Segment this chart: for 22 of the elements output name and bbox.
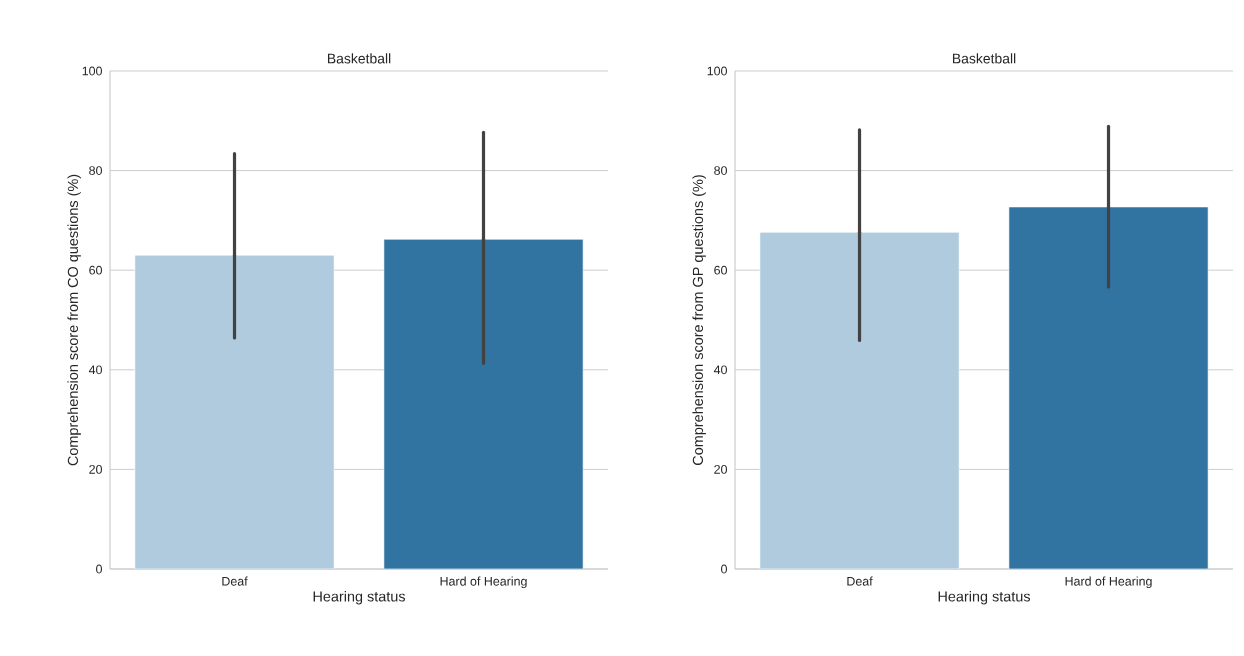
x-axis-title: Hearing status: [938, 590, 1031, 605]
y-tick-label: 20: [714, 464, 727, 474]
y-tick-label: 80: [89, 166, 102, 175]
y-tick-label: 80: [714, 166, 727, 175]
y-tick-label: 0: [96, 564, 102, 574]
y-tick-label: 40: [88, 365, 102, 375]
x-tick-label: Hard of Hearing: [440, 576, 527, 589]
chart-title: Basketball: [327, 53, 391, 64]
x-tick-label: Hard of Hearing: [1065, 576, 1152, 589]
y-axis-title: Comprehension score from GP questions (%): [692, 175, 706, 465]
x-axis-title: Hearing status: [313, 590, 406, 605]
y-tick-label: 20: [89, 464, 102, 474]
y-axis-title: Comprehension score from CO questions (%): [67, 174, 81, 466]
y-tick-label: 0: [721, 564, 727, 574]
x-tick-label: Deaf: [847, 576, 873, 586]
y-tick-label: 40: [713, 365, 727, 375]
y-tick-label: 100: [82, 66, 102, 76]
y-tick-label: 60: [89, 265, 102, 275]
x-tick-label: Deaf: [222, 576, 248, 586]
chart-title: Basketball: [952, 53, 1016, 64]
y-tick-label: 100: [707, 66, 727, 76]
y-tick-label: 60: [714, 265, 727, 275]
